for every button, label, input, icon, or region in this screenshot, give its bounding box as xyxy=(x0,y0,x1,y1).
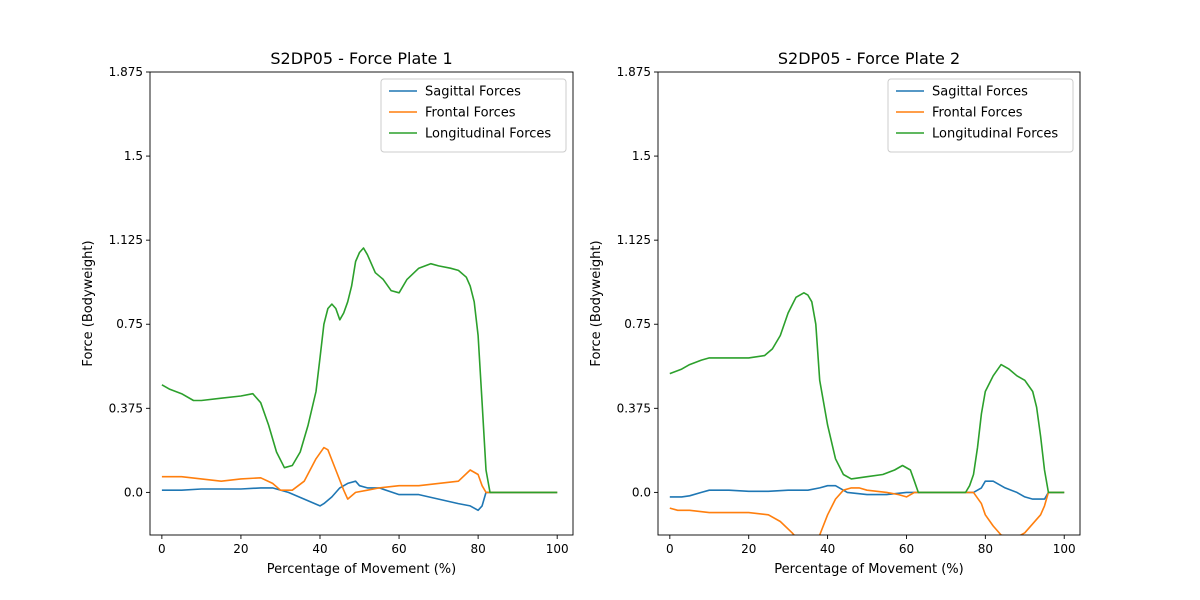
chart-title: S2DP05 - Force Plate 2 xyxy=(778,49,960,68)
legend-label-3: Longitudinal Forces xyxy=(932,127,1058,142)
x-tick-label: 20 xyxy=(741,542,756,556)
series-line-2 xyxy=(669,487,1065,535)
chart-panel-2: 0 20 40 60 80 100 0.0 0.375 0.75 1.125 1.5 1.875 S2D… xyxy=(589,49,1081,577)
axes-frame xyxy=(149,71,574,536)
x-axis-label: Percentage of Movement (%) xyxy=(267,562,456,577)
y-tick-label: 1.5 xyxy=(124,149,143,163)
y-tick-label: 1.5 xyxy=(632,149,651,163)
y-axis-label: Force (Bodyweight) xyxy=(589,240,604,366)
series-line-1 xyxy=(161,480,558,512)
y-tick-label: 0.0 xyxy=(124,485,143,499)
legend-box xyxy=(887,78,1074,153)
legend-label-1: Sagittal Forces xyxy=(932,85,1028,100)
y-tick-label: 0.375 xyxy=(617,401,651,415)
x-tick-label: 80 xyxy=(470,542,485,556)
y-tick-label: 1.875 xyxy=(617,65,651,79)
series-line-2 xyxy=(161,446,558,500)
legend-label-3: Longitudinal Forces xyxy=(425,127,551,142)
series-line-3 xyxy=(161,247,558,494)
x-tick-label: 60 xyxy=(899,542,914,556)
y-tick-label: 1.125 xyxy=(617,233,651,247)
legend-box xyxy=(380,78,567,153)
x-axis-label: Percentage of Movement (%) xyxy=(774,562,963,577)
chart-title: S2DP05 - Force Plate 1 xyxy=(270,49,452,68)
legend: Sagittal Forces Frontal Forces Longitudina… xyxy=(380,78,567,153)
legend-label-1: Sagittal Forces xyxy=(425,85,521,100)
y-tick-label: 0.75 xyxy=(116,317,143,331)
chart-panel-1: 0 20 40 60 80 100 0.0 0.375 0.75 1.125 1.5 1.875 S2D… xyxy=(81,49,574,577)
x-tick-label: 60 xyxy=(391,542,406,556)
axes-frame xyxy=(657,71,1081,536)
x-tick-label: 40 xyxy=(312,542,327,556)
x-tick-label: 20 xyxy=(233,542,248,556)
x-tick-label: 40 xyxy=(820,542,835,556)
y-tick-label: 0.375 xyxy=(109,401,143,415)
series-line-3 xyxy=(669,292,1065,494)
y-axis-label: Force (Bodyweight) xyxy=(81,240,96,366)
legend-label-2: Frontal Forces xyxy=(425,106,516,121)
x-tick-label: 0 xyxy=(158,542,166,556)
legend-label-2: Frontal Forces xyxy=(932,106,1023,121)
x-tick-label: 0 xyxy=(666,542,674,556)
legend: Sagittal Forces Frontal Forces Longitudina… xyxy=(887,78,1074,153)
y-tick-label: 0.75 xyxy=(624,317,651,331)
x-tick-label: 100 xyxy=(1053,542,1076,556)
x-tick-label: 100 xyxy=(546,542,569,556)
y-tick-label: 0.0 xyxy=(632,485,651,499)
y-tick-label: 1.125 xyxy=(109,233,143,247)
x-tick-label: 80 xyxy=(978,542,993,556)
y-tick-label: 1.875 xyxy=(109,65,143,79)
